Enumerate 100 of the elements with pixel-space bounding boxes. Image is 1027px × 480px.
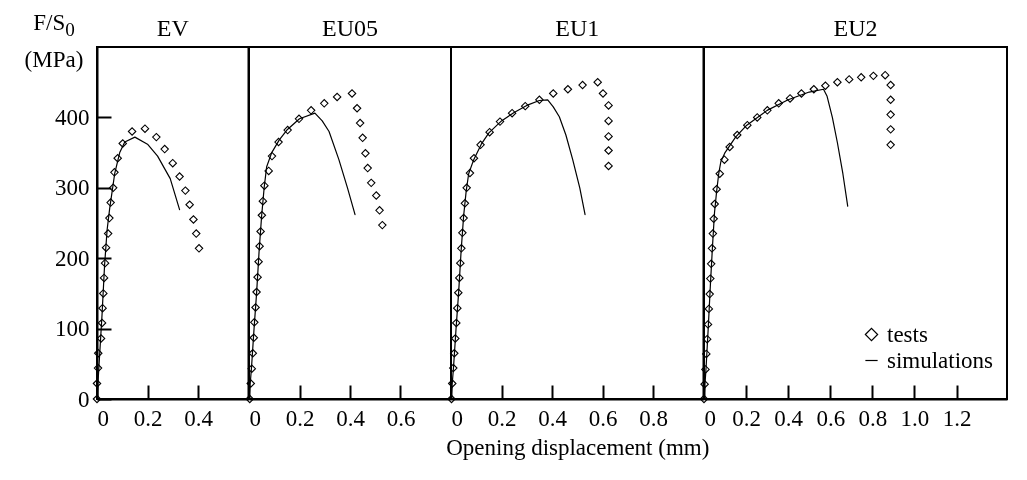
point [258,196,268,206]
point [763,106,772,115]
point [507,108,517,118]
point [549,89,558,98]
point [113,153,122,163]
point [702,334,712,344]
point [453,303,462,313]
point [701,365,710,374]
x-tick-label: 0.4 [184,405,214,431]
point [366,178,376,188]
point [98,303,107,313]
point [752,113,762,122]
point [578,80,587,90]
point [593,77,602,87]
point [712,184,721,194]
point [785,94,795,103]
x-tick-label: 0.6 [816,405,846,431]
point [127,127,137,136]
point [844,75,854,84]
x-tick-label: 0.8 [639,405,668,431]
point [455,273,464,283]
point [355,118,365,128]
point [886,125,895,134]
point [604,132,613,141]
point [175,172,184,181]
point [94,348,103,358]
point [821,81,830,90]
point [306,106,316,115]
point [375,206,384,215]
chart-title: EU2 [833,15,878,41]
chart-title: EU05 [322,15,378,41]
point [267,151,277,161]
point [352,103,362,113]
point [92,394,102,404]
point [254,257,263,266]
point [160,144,169,154]
x-tick-label: 0.8 [858,405,888,431]
point [458,228,467,238]
point [294,114,304,124]
point [363,163,372,173]
point [250,318,259,327]
x-tick-label: 0 [249,405,261,431]
x-tick-label: 0.6 [588,405,618,431]
point [251,303,260,312]
x-tick-label: 0.6 [386,405,416,431]
point [604,116,613,126]
x-tick-label: 0.2 [487,405,517,431]
point [495,117,505,126]
point [604,101,613,110]
chart-title: EU1 [555,15,600,41]
point [108,183,118,193]
point [459,213,468,223]
x-tick-label: 0.2 [133,405,163,431]
point [378,220,387,230]
point [140,124,150,133]
point [99,289,108,298]
point [886,95,895,105]
point [706,274,715,283]
point [246,379,256,388]
point [705,289,714,299]
x-tick-label: 0.4 [774,405,804,431]
point [460,199,470,208]
point [97,318,107,328]
point [469,153,479,163]
x-tick-label: 1.0 [900,405,930,431]
point [869,71,878,81]
point [700,379,709,389]
point [774,99,783,108]
point [247,364,257,373]
point [249,333,259,343]
point [103,229,113,238]
point [485,127,494,137]
point [457,244,466,253]
point [732,130,742,140]
point [706,259,716,269]
point [185,200,194,209]
point [332,92,342,102]
y-tick-label: 0 [78,386,90,412]
point [886,140,895,150]
x-tick-label: 0.2 [285,405,315,431]
legend-label: tests [887,321,928,347]
point [106,198,115,207]
point [604,146,613,155]
point [704,304,714,314]
point [710,199,719,209]
x-tick-label: 0.4 [538,405,568,431]
point [708,229,718,238]
point [274,137,283,147]
point [604,161,613,171]
point [319,99,329,108]
x-tick-label: 0 [704,405,716,431]
point [372,191,381,200]
point [880,70,890,80]
legend-label: simulations [887,347,994,373]
x-tick-label: 0 [451,405,463,431]
point [725,142,734,152]
y-tick-label: 400 [55,104,90,130]
point [707,244,717,253]
point [454,288,463,297]
point [702,349,711,359]
